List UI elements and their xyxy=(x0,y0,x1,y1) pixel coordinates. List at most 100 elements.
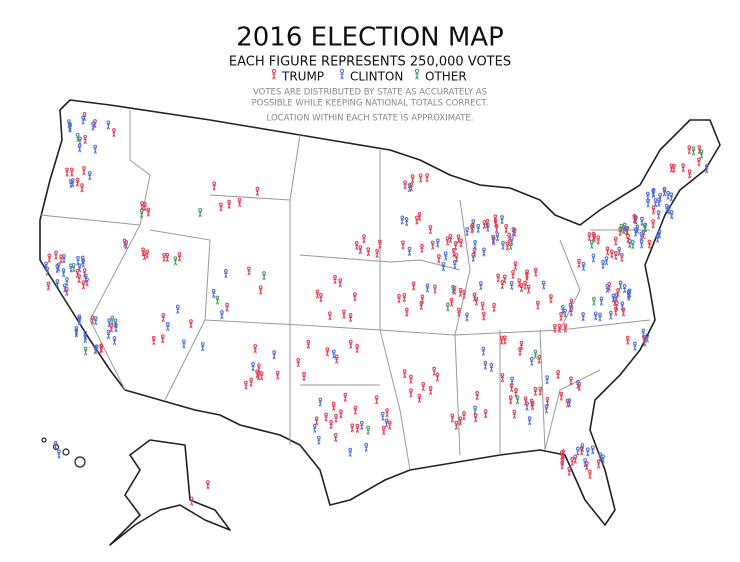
figure xyxy=(601,259,605,269)
figure xyxy=(418,173,423,183)
figure xyxy=(492,302,496,312)
figure xyxy=(563,323,568,333)
figure xyxy=(375,248,379,258)
figure xyxy=(586,447,590,457)
figure xyxy=(402,292,407,302)
figure xyxy=(407,246,412,256)
figure xyxy=(614,301,619,311)
figure xyxy=(450,413,455,423)
figure xyxy=(82,268,87,278)
figure xyxy=(536,300,540,310)
figure xyxy=(495,232,500,242)
figure xyxy=(384,418,389,428)
figure xyxy=(592,296,596,306)
figures xyxy=(44,112,709,506)
figure xyxy=(99,344,104,354)
figure xyxy=(591,231,596,241)
figure xyxy=(257,363,261,373)
figure xyxy=(473,413,478,423)
figure xyxy=(500,280,505,290)
figure xyxy=(47,253,52,263)
figure xyxy=(182,339,186,349)
figure xyxy=(403,180,407,190)
figure xyxy=(485,218,490,228)
figure xyxy=(609,249,614,259)
figure xyxy=(613,236,618,246)
figure xyxy=(501,240,505,250)
figure xyxy=(472,247,477,257)
figure xyxy=(666,190,670,200)
figure xyxy=(378,239,382,249)
figure xyxy=(334,354,339,364)
figure xyxy=(626,234,630,244)
figure xyxy=(583,458,587,468)
figure xyxy=(613,250,618,260)
figure xyxy=(489,362,494,373)
figure xyxy=(338,278,343,288)
figure xyxy=(691,146,696,156)
figure xyxy=(491,236,496,246)
figure xyxy=(581,261,586,271)
figure xyxy=(68,122,72,132)
figure xyxy=(65,167,69,177)
figure xyxy=(681,163,686,173)
figure xyxy=(355,343,359,353)
figure xyxy=(549,294,553,304)
figure xyxy=(473,405,477,415)
figure xyxy=(425,173,429,183)
figure xyxy=(462,290,466,300)
figure xyxy=(419,301,424,311)
figure xyxy=(622,283,627,293)
state-lines xyxy=(39,110,651,471)
figure xyxy=(160,334,165,344)
figure xyxy=(641,328,646,338)
figure xyxy=(161,312,166,322)
figure xyxy=(605,284,610,294)
figure xyxy=(359,420,364,430)
figure xyxy=(83,346,88,356)
figure xyxy=(109,323,114,333)
figure xyxy=(409,388,413,398)
figure xyxy=(559,312,563,322)
figure xyxy=(69,178,73,188)
figure xyxy=(454,420,459,430)
figure xyxy=(518,346,522,356)
figure xyxy=(544,404,549,414)
figure xyxy=(251,362,255,372)
figure xyxy=(621,307,626,317)
figure xyxy=(343,392,348,402)
alaska-outline xyxy=(109,439,231,546)
figure xyxy=(608,310,613,320)
figure xyxy=(331,401,336,411)
figure xyxy=(87,171,92,181)
figure xyxy=(237,197,242,207)
figure xyxy=(354,241,359,251)
figure xyxy=(316,435,321,445)
figure xyxy=(591,253,596,263)
figure xyxy=(557,323,562,333)
figure xyxy=(445,302,450,312)
figure xyxy=(253,344,258,354)
figure xyxy=(500,215,504,225)
figure xyxy=(601,454,605,464)
figure xyxy=(651,219,655,229)
figure xyxy=(614,292,619,302)
figure xyxy=(57,449,61,459)
figure xyxy=(78,136,82,146)
figure xyxy=(206,480,210,490)
figure xyxy=(452,248,456,258)
figure xyxy=(508,241,513,251)
figure xyxy=(476,223,481,233)
figure xyxy=(215,295,220,305)
figure xyxy=(465,227,469,237)
figure xyxy=(473,239,477,249)
figure xyxy=(687,169,692,179)
figure xyxy=(198,208,203,218)
figure xyxy=(647,239,652,249)
figure xyxy=(669,210,674,220)
figure xyxy=(576,446,580,456)
figure xyxy=(704,164,709,174)
figure xyxy=(366,247,371,257)
figure xyxy=(474,296,479,306)
figure xyxy=(533,349,538,359)
